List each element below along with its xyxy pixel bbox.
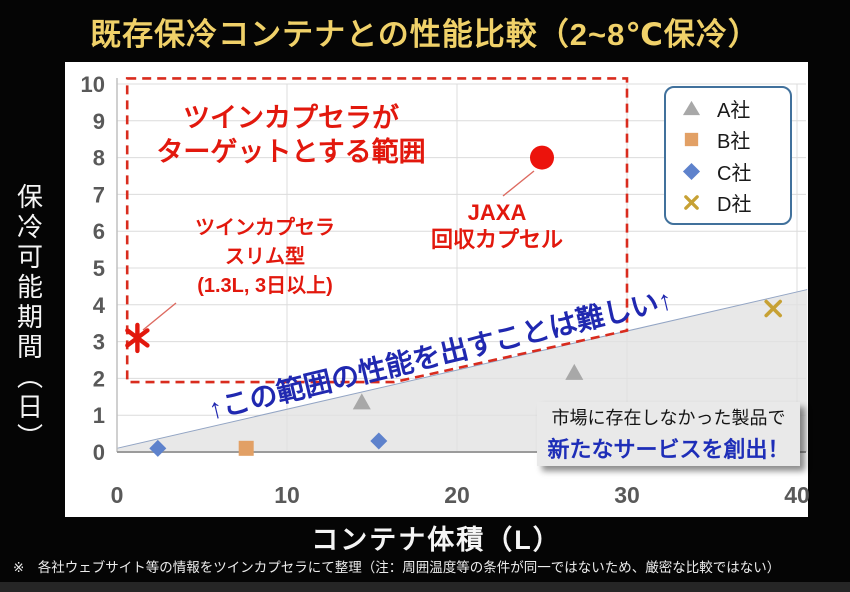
legend-label-company-b: B社 [717,131,751,154]
slim-label-line1: ツインカプセラ [195,217,335,239]
jaxa-capsule-label: JAXA 回収カプセル [397,199,597,253]
footer-note: ※ 各社ウェブサイト等の情報をツインカプセラにて整理（注：周囲温度等の条件が同一… [13,560,781,575]
slim-label-line2: スリム型 [225,246,305,268]
slim-capsule-label: ツインカプセラ スリム型 (1.3L, 3日以上) [165,214,365,301]
target-range-line1: ツインカプセラが [183,103,399,133]
target-range-line2: ターゲットとする範囲 [156,137,426,167]
legend-label-company-a: A社 [717,100,751,123]
market-callout: 市場に存在しなかった製品で 新たなサービスを創出！ [537,402,800,466]
legend-item-company-b: B社 [682,125,790,154]
slim-label-line3: (1.3L, 3日以上) [197,275,333,297]
legend-label-company-c: C社 [717,162,752,185]
diamond-marker-icon [682,162,701,180]
legend-item-company-d: D社 [682,188,790,217]
x-marker-icon [684,194,699,210]
jaxa-label-line2: 回収カプセル [430,227,563,252]
legend: A社 B社 C社 D社 [664,86,792,225]
legend-label-company-d: D社 [717,193,752,216]
legend-item-company-c: C社 [682,157,790,186]
title-bar: 既存保冷コンテナとの性能比較（2~8℃保冷） [0,0,850,62]
jaxa-label-line1: JAXA [467,200,527,225]
triangle-marker-icon [682,101,701,116]
market-callout-line2: 新たなサービスを創出！ [547,437,790,462]
x-axis-title: コンテナ体積（L） [311,525,562,555]
legend-item-company-a: A社 [682,94,790,123]
bottom-strip [0,582,850,592]
target-range-label: ツインカプセラが ターゲットとする範囲 [131,101,451,169]
y-axis-title: 保冷可能期間（日） [13,183,44,453]
market-callout-line1: 市場に存在しなかった製品で [551,408,786,428]
page-title: 既存保冷コンテナとの性能比較（2~8℃保冷） [90,16,760,52]
square-marker-icon [684,133,699,147]
